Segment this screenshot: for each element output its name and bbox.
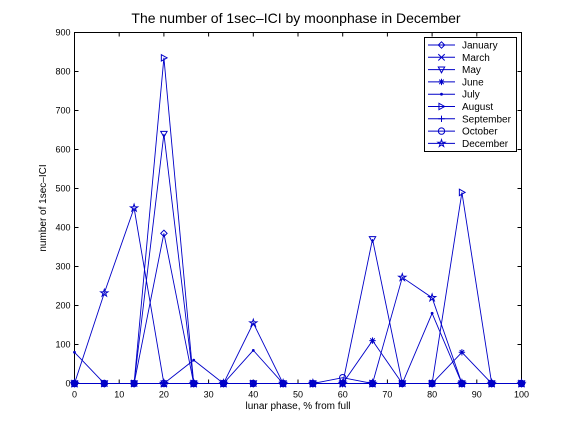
x-tick-label-9: 90 xyxy=(472,390,482,400)
x-tick-label-6: 60 xyxy=(338,390,348,400)
point-may-3 xyxy=(159,130,168,139)
point-december-6 xyxy=(248,317,259,328)
legend-label-may: May xyxy=(462,65,481,76)
legend-item-may: May xyxy=(428,65,481,76)
point-july-0 xyxy=(73,350,76,354)
axis-ticks: 0 10 20 30 40 50 60 70 80 90 100 0 100 200 300 400 500 60… xyxy=(55,28,529,400)
point-july-4 xyxy=(192,358,196,362)
y-tick-label-6: 600 xyxy=(55,145,70,155)
point-december-5 xyxy=(218,378,229,388)
legend-item-september: September xyxy=(428,114,512,125)
legend-item-march: March xyxy=(428,53,490,64)
y-tick-label-3: 300 xyxy=(55,262,70,272)
point-july-6 xyxy=(251,348,255,352)
point-may-10 xyxy=(368,236,377,244)
series-line-december xyxy=(74,207,522,384)
point-december-9 xyxy=(337,378,348,388)
legend-label-march: March xyxy=(462,53,490,64)
point-december-4 xyxy=(188,378,199,388)
x-tick-label-7: 70 xyxy=(382,390,392,400)
legend-marker-december xyxy=(436,137,447,148)
legend-item-january: January xyxy=(428,41,498,52)
point-june-13 xyxy=(458,349,466,356)
y-tick-label-1: 100 xyxy=(55,340,70,350)
series-june xyxy=(71,337,525,387)
legend-label-january: January xyxy=(462,41,498,52)
x-tick-label-1: 10 xyxy=(114,390,124,400)
series-may xyxy=(70,130,526,388)
point-october-12 xyxy=(428,379,436,388)
legend-marker-march xyxy=(437,53,446,61)
y-axis-label: number of 1sec–ICI xyxy=(38,164,49,251)
x-tick-label-0: 0 xyxy=(72,390,77,400)
series-january xyxy=(70,229,526,388)
legend-label-december: December xyxy=(462,139,509,150)
point-december-14 xyxy=(486,378,497,388)
legend-label-july: July xyxy=(462,90,480,101)
legend-marker-june xyxy=(438,78,445,86)
y-tick-label-7: 700 xyxy=(55,106,70,116)
legend-marker-september xyxy=(438,115,445,122)
point-october-1 xyxy=(100,379,109,388)
point-december-12 xyxy=(426,292,438,303)
series-december xyxy=(69,202,527,388)
point-october-11 xyxy=(398,379,406,388)
y-tick-label-5: 500 xyxy=(55,184,70,194)
point-october-6 xyxy=(249,379,258,388)
x-tick-label-2: 20 xyxy=(159,390,169,400)
point-december-10 xyxy=(367,378,378,388)
point-january-3 xyxy=(159,229,168,238)
legend-marker-october xyxy=(437,127,446,135)
point-august-13 xyxy=(458,188,467,197)
y-tick-label-9: 900 xyxy=(55,28,70,38)
y-tick-label-2: 200 xyxy=(55,301,70,311)
legend-marker-july xyxy=(440,92,443,96)
point-december-2 xyxy=(128,202,140,213)
chart-title: The number of 1sec–ICI by moonphase in D… xyxy=(131,10,461,26)
y-tick-label-0: 0 xyxy=(65,379,70,389)
x-tick-label-3: 30 xyxy=(204,390,214,400)
point-december-11 xyxy=(397,271,408,282)
legend-label-august: August xyxy=(462,102,493,113)
point-december-7 xyxy=(277,378,289,388)
series-layer xyxy=(69,53,527,388)
legend-label-october: October xyxy=(462,127,498,138)
point-december-15 xyxy=(516,378,527,388)
y-tick-label-8: 800 xyxy=(55,67,70,77)
x-tick-label-10: 100 xyxy=(514,390,529,400)
legend-item-august: August xyxy=(428,102,493,113)
legend-label-september: September xyxy=(462,114,512,125)
point-october-2 xyxy=(130,379,138,388)
x-tick-label-5: 50 xyxy=(293,390,303,400)
legend-label-june: June xyxy=(462,77,484,88)
point-august-3 xyxy=(160,53,169,62)
point-december-1 xyxy=(99,287,110,298)
point-december-13 xyxy=(456,378,468,388)
x-axis-label: lunar phase, % from full xyxy=(245,401,350,412)
point-december-8 xyxy=(307,378,319,388)
legend-item-october: October xyxy=(428,127,498,138)
point-december-0 xyxy=(69,378,80,388)
legend-marker-may xyxy=(437,66,446,74)
legend-item-june: June xyxy=(428,77,484,88)
x-tick-label-8: 80 xyxy=(427,390,437,400)
legend-marker-january xyxy=(437,41,446,49)
y-tick-label-4: 400 xyxy=(55,223,70,233)
legend-marker-august xyxy=(438,102,446,111)
point-july-12 xyxy=(430,311,434,315)
point-june-10 xyxy=(369,337,376,344)
legend-item-december: December xyxy=(428,137,509,150)
point-december-3 xyxy=(158,378,170,388)
legend-item-july: July xyxy=(428,90,480,101)
x-tick-label-4: 40 xyxy=(248,390,258,400)
